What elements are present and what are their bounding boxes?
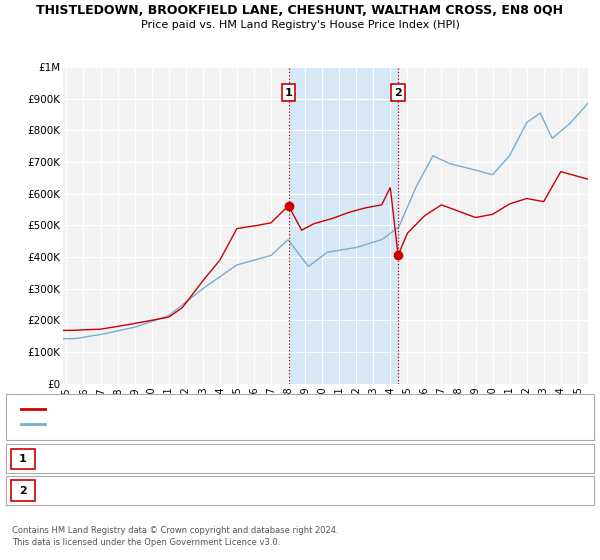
Text: 16-JUN-2014: 16-JUN-2014 [45, 486, 116, 496]
Text: Price paid vs. HM Land Registry's House Price Index (HPI): Price paid vs. HM Land Registry's House … [140, 20, 460, 30]
Text: THISTLEDOWN, BROOKFIELD LANE, CHESHUNT, WALTHAM CROSS, EN8 0QH (detached h: THISTLEDOWN, BROOKFIELD LANE, CHESHUNT, … [49, 404, 483, 414]
Text: 21% ↑ HPI: 21% ↑ HPI [294, 454, 353, 464]
Text: This data is licensed under the Open Government Licence v3.0.: This data is licensed under the Open Gov… [12, 538, 280, 547]
Text: 2: 2 [19, 486, 26, 496]
Text: THISTLEDOWN, BROOKFIELD LANE, CHESHUNT, WALTHAM CROSS, EN8 0QH: THISTLEDOWN, BROOKFIELD LANE, CHESHUNT, … [37, 4, 563, 17]
Text: HPI: Average price, detached house, Broxbourne: HPI: Average price, detached house, Brox… [49, 419, 286, 430]
Text: 1: 1 [284, 87, 292, 97]
Text: 2: 2 [394, 87, 402, 97]
Bar [289, 67, 398, 384]
Text: 1: 1 [19, 454, 26, 464]
Text: Contains HM Land Registry data © Crown copyright and database right 2024.: Contains HM Land Registry data © Crown c… [12, 526, 338, 535]
Text: 08-JAN-2008: 08-JAN-2008 [45, 454, 115, 464]
Text: £406,000: £406,000 [168, 486, 221, 496]
Text: 21% ↓ HPI: 21% ↓ HPI [294, 486, 353, 496]
Text: £562,500: £562,500 [168, 454, 221, 464]
